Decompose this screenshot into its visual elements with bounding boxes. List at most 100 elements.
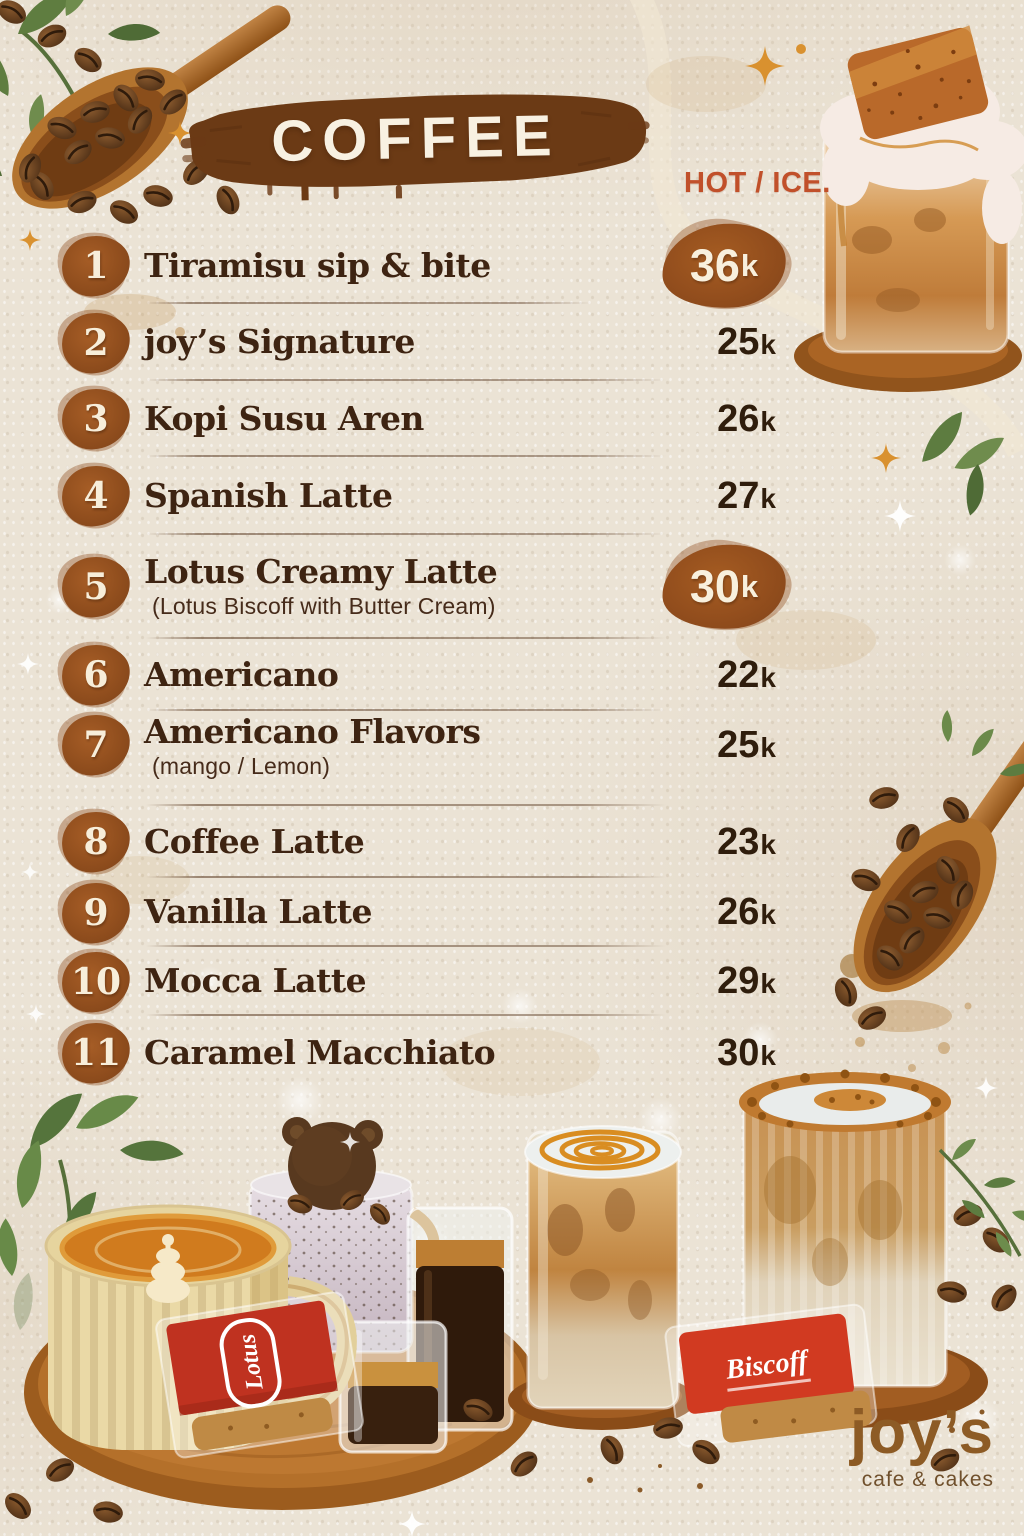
- item-name: Lotus Creamy Latte: [144, 551, 498, 591]
- item-price: 25 k: [717, 724, 788, 767]
- menu-item-row: 10 Mocca Latte 29 k: [62, 947, 788, 1016]
- item-number-badge: 3: [62, 389, 130, 449]
- item-name: Caramel Macchiato: [144, 1032, 496, 1072]
- menu-item-row: 2 joy’s Signature 25 k: [62, 304, 788, 381]
- item-number: 9: [83, 891, 109, 934]
- menu-item-row: 11 Caramel Macchiato 30 k: [62, 1016, 788, 1090]
- item-number: 5: [83, 566, 109, 608]
- price-value: 30: [717, 1031, 760, 1074]
- biscoff-packet: Biscoff: [664, 1303, 878, 1447]
- item-name: Americano Flavors: [144, 712, 481, 751]
- price-value: 26: [717, 891, 760, 933]
- item-number: 6: [83, 654, 109, 696]
- item-price: 25 k: [717, 321, 788, 364]
- item-price: 26 k: [717, 891, 788, 934]
- item-price-highlight: 30 k: [662, 545, 786, 629]
- price-unit: k: [760, 405, 776, 437]
- menu-item-row: 1 Tiramisu sip & bite 36 k: [62, 228, 788, 304]
- caramel-swirl: [539, 1129, 661, 1171]
- menu-item-row: 4 Spanish Latte 27 k: [62, 457, 788, 535]
- brand-tagline: cafe & cakes: [861, 1468, 994, 1491]
- iced-tiramisu-drink: [794, 25, 1024, 392]
- item-number: 2: [83, 321, 109, 364]
- price-value: 27: [717, 474, 760, 517]
- item-number: 1: [83, 245, 109, 287]
- item-description: (Lotus Biscoff with Butter Cream): [152, 593, 496, 620]
- price-value: 36: [689, 240, 740, 291]
- item-name: Spanish Latte: [144, 475, 393, 515]
- menu-item-row: 9 Vanilla Latte 26 k: [62, 878, 788, 947]
- item-number: 4: [83, 475, 109, 517]
- item-name: Vanilla Latte: [144, 892, 373, 932]
- tiramisu-cube: [847, 25, 989, 140]
- item-price-highlight: 36 k: [662, 224, 786, 308]
- price-value: 29: [717, 960, 760, 1002]
- item-number-badge: 8: [62, 812, 130, 872]
- price-value: 22: [717, 653, 760, 696]
- price-unit: k: [760, 968, 776, 999]
- item-price: 23 k: [717, 821, 788, 864]
- sparkles: [17, 44, 998, 1536]
- price-value: 30: [689, 561, 740, 612]
- item-number-badge: 1: [62, 236, 130, 296]
- biscoff-crumbs: [747, 1069, 941, 1128]
- item-description: (mango / Lemon): [152, 753, 331, 780]
- item-price: 30 k: [717, 1032, 788, 1075]
- hot-ice-column-label: HOT / ICE.: [684, 167, 831, 199]
- item-number-badge: 6: [62, 645, 130, 705]
- item-number: 10: [70, 960, 122, 1003]
- item-number: 7: [83, 724, 109, 766]
- item-name: Coffee Latte: [144, 821, 365, 861]
- item-number-badge: 10: [62, 952, 130, 1012]
- item-number-badge: 11: [62, 1023, 130, 1083]
- latte-art-rosetta: [146, 1234, 190, 1303]
- brand-name: joy’s: [850, 1398, 994, 1467]
- price-unit: k: [760, 899, 776, 930]
- item-number: 8: [83, 821, 109, 863]
- title-brush-stroke: COFFEE: [179, 81, 653, 205]
- item-price: 27 k: [717, 475, 788, 518]
- price-unit: k: [760, 661, 776, 693]
- price-value: 25: [717, 724, 760, 766]
- price-value: 26: [717, 397, 760, 440]
- item-name: Tiramisu sip & bite: [144, 245, 491, 285]
- price-unit: k: [740, 569, 759, 604]
- price-value: 25: [717, 321, 760, 363]
- item-number-badge: 7: [62, 715, 130, 775]
- price-unit: k: [760, 482, 776, 514]
- bottom-right-sprig: [938, 1137, 1024, 1259]
- item-number-badge: 2: [62, 313, 130, 373]
- item-number-badge: 5: [62, 557, 130, 617]
- item-name: Mocca Latte: [144, 961, 367, 1001]
- brush-stroke-graphic: [180, 94, 650, 204]
- coffee-menu-list: 1 Tiramisu sip & bite 36 k 2 joy’s Signat…: [62, 228, 788, 1090]
- price-value: 23: [717, 820, 760, 863]
- brand-logo: joy’s cafe & cakes: [850, 1402, 994, 1492]
- item-price: 29 k: [717, 960, 788, 1003]
- item-number-badge: 4: [62, 466, 130, 526]
- lotus-biscoff-packet: Lotus: [155, 1291, 364, 1459]
- page-title: COFFEE: [270, 102, 562, 174]
- price-unit: k: [740, 248, 759, 283]
- item-number: 3: [83, 398, 109, 440]
- item-name: Kopi Susu Aren: [144, 398, 424, 438]
- price-unit: k: [760, 732, 776, 763]
- price-unit: k: [760, 1039, 776, 1071]
- price-unit: k: [760, 329, 776, 360]
- item-price: 26 k: [717, 398, 788, 441]
- item-name: Americano: [144, 654, 339, 694]
- menu-item-row: 6 Americano 22 k: [62, 639, 788, 711]
- menu-item-row: 5 Lotus Creamy Latte (Lotus Biscoff with…: [62, 535, 788, 639]
- item-number: 11: [70, 1032, 122, 1074]
- menu-item-row: 7 Americano Flavors (mango / Lemon) 25 k: [62, 711, 788, 806]
- scattered-coffee-beans: [0, 1198, 1023, 1527]
- item-price: 22 k: [717, 654, 788, 697]
- item-number-badge: 9: [62, 883, 130, 943]
- menu-item-row: 3 Kopi Susu Aren 26 k: [62, 381, 788, 457]
- item-name: joy’s Signature: [144, 322, 415, 362]
- iced-caramel-macchiato: [508, 1125, 696, 1430]
- price-unit: k: [760, 828, 776, 860]
- menu-item-row: 8 Coffee Latte 23 k: [62, 806, 788, 878]
